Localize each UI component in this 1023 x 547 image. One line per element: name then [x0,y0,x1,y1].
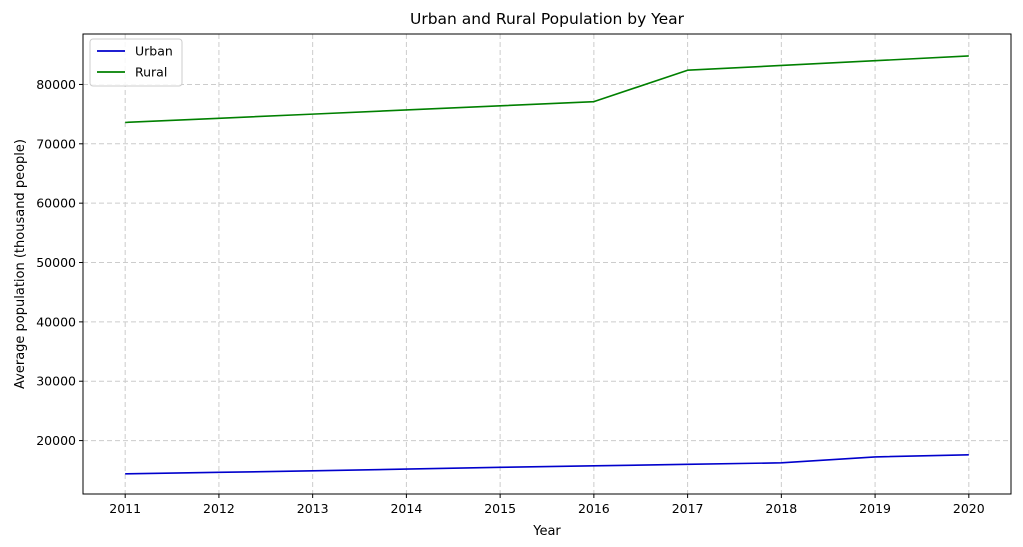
x-tick-label: 2017 [672,501,704,516]
legend: Urban Rural [89,38,183,87]
x-tick-label: 2013 [297,501,329,516]
y-tick-label: 60000 [36,196,76,211]
legend-label-rural: Rural [135,65,167,80]
x-tick-label: 2019 [859,501,891,516]
y-tick-label: 40000 [36,314,76,329]
y-axis: 20000 30000 40000 50000 60000 70000 80000 [36,77,83,448]
y-tick-label: 70000 [36,136,76,151]
y-tick-label: 80000 [36,77,76,92]
x-tick-label: 2011 [109,501,141,516]
y-tick-label: 20000 [36,433,76,448]
series-line-rural [125,55,969,124]
x-tick-label: 2014 [390,501,422,516]
y-tick-label: 30000 [36,374,76,389]
plot-frame [82,33,1012,495]
x-tick-label: 2018 [765,501,797,516]
legend-label-urban: Urban [135,44,173,59]
x-axis: 2011 2012 2013 2014 2015 2016 2017 2018 2019 2020 [109,494,985,516]
chart-title: Urban and Rural Population by Year [410,10,685,28]
x-tick-label: 2020 [953,501,985,516]
x-tick-label: 2015 [484,501,516,516]
x-axis-title: Year [532,524,561,539]
x-tick-label: 2016 [578,501,610,516]
series-line-urban [125,454,969,475]
series-lines [125,55,969,475]
y-axis-title: Average population (thousand people) [13,139,28,389]
y-tick-label: 50000 [36,255,76,270]
x-tick-label: 2012 [203,501,235,516]
